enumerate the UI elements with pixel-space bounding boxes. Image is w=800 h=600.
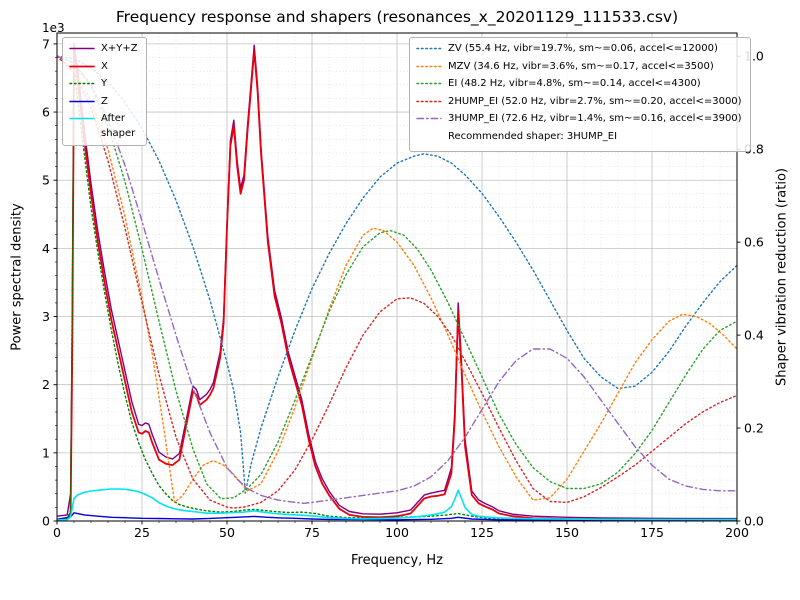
series-after-shaper xyxy=(57,488,737,521)
legend-line-sample xyxy=(69,77,95,95)
legend-entry-label: X+Y+Z xyxy=(101,43,138,54)
psd-legend: X+Y+Z X Y Z After shaper xyxy=(62,37,147,146)
legend-entry: ZV (55.4 Hz, vibr=19.7%, sm~=0.06, accel… xyxy=(416,42,742,60)
legend-line-sample xyxy=(416,112,442,130)
legend-line-sample xyxy=(416,95,442,113)
x-tick-label: 175 xyxy=(640,525,664,540)
legend-entry: 3HUMP_EI (72.6 Hz, vibr=1.4%, sm~=0.16, … xyxy=(416,112,742,130)
y-left-tick-label: 6 xyxy=(42,105,50,120)
y-axis-right-label: Shaper vibration reduction (ratio) xyxy=(774,168,790,386)
legend-entry: 2HUMP_EI (52.0 Hz, vibr=2.7%, sm~=0.20, … xyxy=(416,95,742,113)
chart-title: Frequency response and shapers (resonanc… xyxy=(115,8,679,26)
legend-entry: Recommended shaper: 3HUMP_EI xyxy=(416,130,742,148)
series-x xyxy=(57,49,737,521)
shaper-legend: ZV (55.4 Hz, vibr=19.7%, sm~=0.06, accel… xyxy=(409,37,751,152)
legend-line-sample xyxy=(69,42,95,60)
x-axis-label: Frequency, Hz xyxy=(350,553,444,568)
x-tick-label: 200 xyxy=(725,525,749,540)
y-left-tick-label: 3 xyxy=(42,309,50,324)
legend-entry: X xyxy=(69,60,138,78)
y-right-tick-label: 0.4 xyxy=(744,328,764,343)
series-y xyxy=(57,70,737,521)
legend-line-sample xyxy=(69,60,95,78)
series-mzv xyxy=(57,55,737,504)
legend-entry-label: Y xyxy=(101,78,108,89)
series-ei xyxy=(57,55,737,500)
legend-line-sample xyxy=(416,130,442,148)
legend-entry-label: 3HUMP_EI (72.6 Hz, vibr=1.4%, sm~=0.16, … xyxy=(448,113,742,124)
y-axis-left-label: Power spectral density xyxy=(9,203,25,351)
y-left-tick-label: 0 xyxy=(42,514,50,529)
y-left-tick-label: 7 xyxy=(42,36,50,51)
legend-entry: Z xyxy=(69,95,138,113)
y-left-tick-label: 4 xyxy=(42,241,50,256)
y-left-tick-label: 5 xyxy=(42,173,50,188)
legend-entry: MZV (34.6 Hz, vibr=3.6%, sm~=0.17, accel… xyxy=(416,60,742,78)
legend-entry-label: MZV (34.6 Hz, vibr=3.6%, sm~=0.17, accel… xyxy=(448,60,714,72)
legend-line-sample xyxy=(416,60,442,78)
legend-entry-label: Z xyxy=(101,95,108,107)
legend-line-sample xyxy=(416,42,442,60)
x-tick-label: 100 xyxy=(385,525,409,540)
y-left-tick-label: 1 xyxy=(42,445,50,460)
legend-entry-label: EI (48.2 Hz, vibr=4.8%, sm~=0.14, accel<… xyxy=(448,78,701,89)
legend-entry-label: X xyxy=(101,60,108,72)
y-right-tick-label: 0.6 xyxy=(744,235,764,250)
legend-entry-label: ZV (55.4 Hz, vibr=19.7%, sm~=0.06, accel… xyxy=(448,43,718,54)
series-3hump-ei xyxy=(57,55,737,504)
y-right-tick-label: 0.0 xyxy=(744,514,764,529)
legend-entry-label: After shaper xyxy=(101,113,136,139)
legend-entry: EI (48.2 Hz, vibr=4.8%, sm~=0.14, accel<… xyxy=(416,77,742,95)
legend-line-sample xyxy=(69,112,95,130)
x-tick-label: 75 xyxy=(304,525,320,540)
y-right-tick-label: 0.2 xyxy=(744,421,764,436)
legend-entry: X+Y+Z xyxy=(69,42,138,60)
x-tick-label: 50 xyxy=(219,525,235,540)
axis-offset-text: 1e3 xyxy=(42,21,65,35)
y-left-tick-label: 2 xyxy=(42,377,50,392)
legend-entry: Y xyxy=(69,77,138,95)
series-z xyxy=(57,512,737,521)
x-tick-label: 150 xyxy=(555,525,579,540)
legend-line-sample xyxy=(416,77,442,95)
legend-line-sample xyxy=(69,95,95,113)
x-tick-label: 0 xyxy=(53,525,61,540)
x-tick-label: 25 xyxy=(134,525,150,540)
series-2hump-ei xyxy=(57,55,737,509)
legend-entry-label: Recommended shaper: 3HUMP_EI xyxy=(448,130,618,142)
x-tick-label: 125 xyxy=(470,525,494,540)
legend-entry: After shaper xyxy=(69,112,138,141)
series-zv xyxy=(57,55,737,494)
legend-entry-label: 2HUMP_EI (52.0 Hz, vibr=2.7%, sm~=0.20, … xyxy=(448,95,742,107)
